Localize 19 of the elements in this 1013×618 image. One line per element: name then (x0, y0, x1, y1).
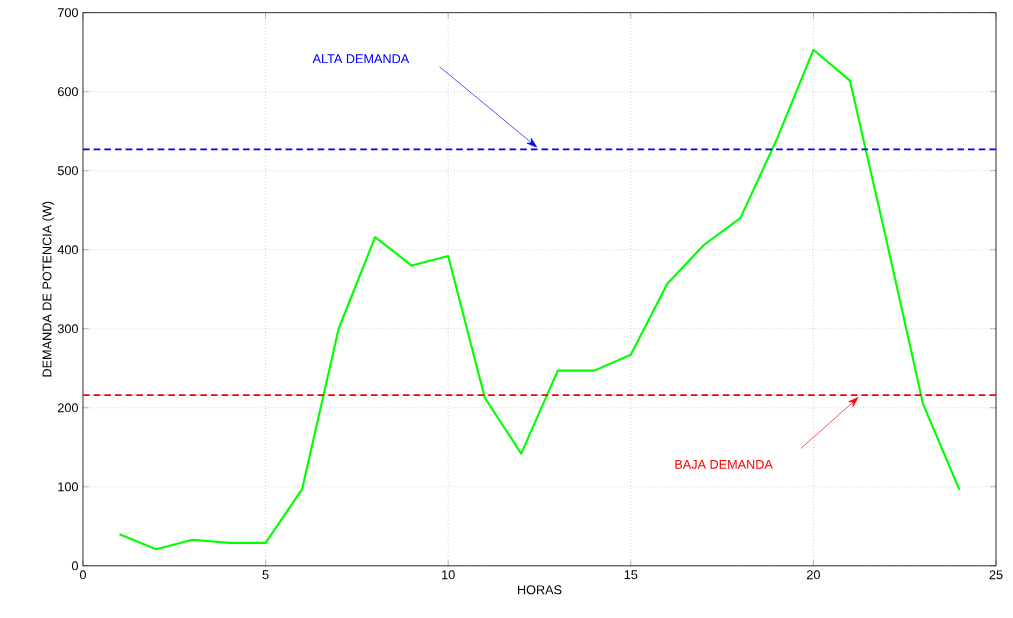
line-series (118, 48, 961, 551)
y-tick-label: 600 (58, 87, 78, 97)
x-tick-label: 25 (989, 570, 1003, 580)
y-tick-label: 200 (57, 403, 78, 413)
x-tick-label: 15 (624, 570, 638, 580)
annotation: BAJA DEMANDA (675, 460, 773, 469)
x-tick-label: 20 (806, 570, 820, 580)
y-tick-label: 400 (57, 245, 78, 255)
y-axis-title: DEMANDA DE POTENCIA (W) (42, 201, 54, 377)
y-tick-label: 100 (58, 482, 78, 492)
x-tick-label: 0 (79, 570, 86, 580)
y-tick-label: 0 (71, 561, 78, 571)
x-tick-label: 10 (442, 570, 455, 580)
x-tick-label: 5 (262, 570, 269, 580)
y-tick-label: 700 (58, 8, 78, 18)
y-tick-label: 300 (57, 324, 78, 334)
x-axis-title: HORAS (518, 585, 562, 595)
annotation: ALTA DEMANDA (312, 54, 410, 64)
y-tick-label: 500 (57, 166, 78, 176)
